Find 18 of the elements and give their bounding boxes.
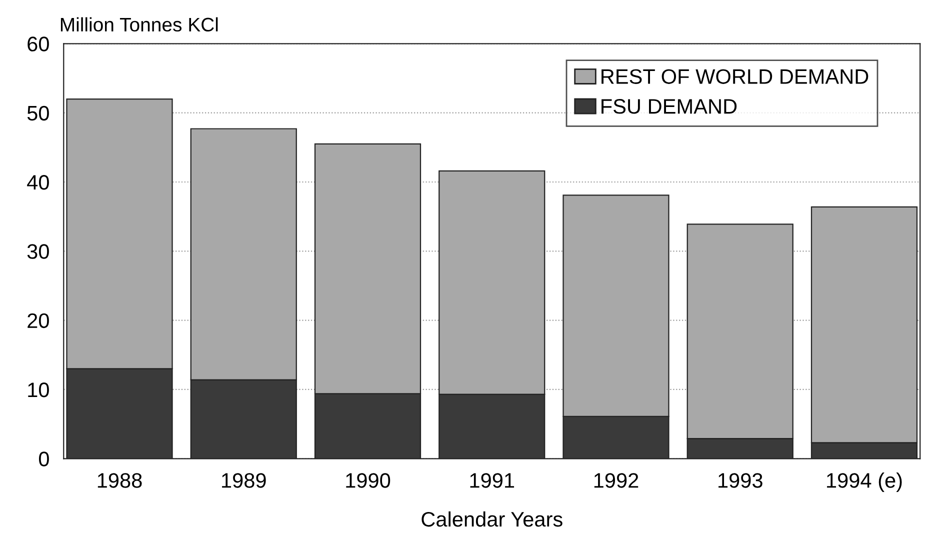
y-tick-label: 30 <box>27 244 49 259</box>
y-axis-title: Million Tonnes KCl <box>60 17 218 32</box>
y-tick-label: 0 <box>38 452 49 466</box>
legend-label: REST OF WORLD DEMAND <box>602 69 868 84</box>
y-tick-label: 40 <box>27 175 49 190</box>
x-tick-label: 1989 <box>222 473 266 488</box>
x-tick-label: 1992 <box>594 473 638 488</box>
x-tick-label: 1993 <box>718 473 762 488</box>
y-tick-label: 60 <box>28 36 49 52</box>
legend-label: FSU DEMAND <box>602 99 737 114</box>
x-tick-label: 1988 <box>98 473 142 488</box>
x-tick-label: 1990 <box>346 473 390 488</box>
y-tick-label: 20 <box>28 313 49 328</box>
y-tick-label: 10 <box>28 382 49 398</box>
x-axis-title: Calendar Years <box>422 511 562 527</box>
x-tick-label: 1991 <box>470 473 514 488</box>
x-tick-label: 1994 (e) <box>827 472 902 492</box>
y-tick-label: 50 <box>27 106 49 121</box>
